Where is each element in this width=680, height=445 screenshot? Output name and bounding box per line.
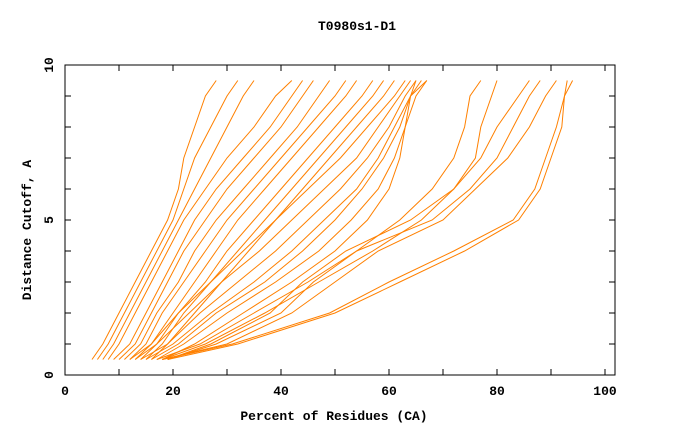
plot-frame xyxy=(64,64,616,376)
x-axis-label: Percent of Residues (CA) xyxy=(240,409,427,424)
series-line-4 xyxy=(107,80,293,360)
series-line-20 xyxy=(156,80,482,360)
y-axis-label: Distance Cutoff, A xyxy=(20,160,35,301)
axis-ticks xyxy=(64,64,615,376)
series-line-8 xyxy=(129,80,347,360)
series-line-21 xyxy=(162,80,498,360)
series-line-15 xyxy=(140,80,417,360)
series-line-6 xyxy=(118,80,314,360)
series-line-10 xyxy=(140,80,374,360)
x-tick-label: 0 xyxy=(61,384,69,399)
series-line-19 xyxy=(161,80,417,360)
series-line-25 xyxy=(162,80,568,360)
x-tick-label: 20 xyxy=(165,384,181,399)
series-line-9 xyxy=(134,80,358,360)
x-tick-label: 80 xyxy=(489,384,505,399)
y-tick-label: 5 xyxy=(42,216,57,224)
series-line-11 xyxy=(145,80,385,360)
series-line-13 xyxy=(129,80,406,360)
y-tick-label: 0 xyxy=(42,371,57,379)
x-tick-labels: 0 20 40 60 80 100 xyxy=(61,384,617,399)
series-line-22 xyxy=(167,80,530,360)
series-line-24 xyxy=(162,80,557,360)
x-tick-label: 60 xyxy=(381,384,397,399)
series-line-26 xyxy=(167,80,574,360)
chart-title: T0980s1-D1 xyxy=(318,19,396,34)
series-line-17 xyxy=(151,80,428,360)
series-line-16 xyxy=(145,80,422,360)
x-tick-label: 100 xyxy=(593,384,617,399)
series-line-1 xyxy=(91,80,217,360)
series-lines xyxy=(91,80,574,360)
series-line-23 xyxy=(167,80,541,360)
series-line-2 xyxy=(96,80,239,360)
x-tick-label: 40 xyxy=(273,384,289,399)
y-tick-labels: 0 5 10 xyxy=(42,57,57,379)
series-line-14 xyxy=(134,80,412,360)
series-line-18 xyxy=(156,80,428,360)
y-tick-label: 10 xyxy=(42,57,57,73)
series-line-7 xyxy=(124,80,331,360)
series-line-5 xyxy=(113,80,304,360)
series-line-3 xyxy=(102,80,255,360)
